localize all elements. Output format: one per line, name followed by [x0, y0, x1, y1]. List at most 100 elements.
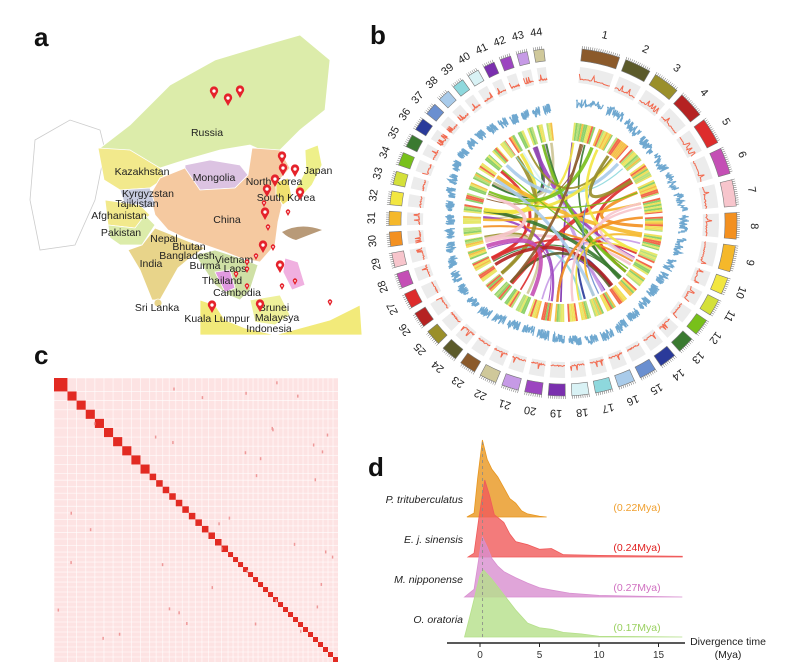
heatmap-cell [475, 260, 492, 272]
heatmap-cell [611, 286, 625, 303]
ridge-series-0: P. trituberculatus (0.22Mya) [386, 439, 661, 518]
map-pin-body [209, 86, 219, 99]
heatmap-cell [526, 128, 535, 146]
heatmap-cell [600, 132, 611, 150]
heatmap-cell [589, 299, 597, 317]
chromosome-block [283, 607, 289, 613]
heatmap-cell [485, 156, 501, 170]
country-philippines [282, 257, 306, 291]
axis-tick [502, 55, 505, 59]
gc-content-line [646, 283, 660, 297]
chromosome-band [710, 273, 729, 295]
axis-tick [451, 357, 455, 360]
map-pin-body [255, 299, 265, 312]
map-label-bhutan: Bhutan [172, 241, 205, 253]
heatmap-cell [466, 192, 485, 200]
gc-content-line [509, 113, 520, 126]
gene-density-line [508, 82, 521, 89]
axis-tick [524, 391, 526, 395]
chromosome-label: 34 [377, 145, 393, 161]
chromosome-block [76, 400, 86, 410]
gc-content-line [445, 200, 455, 212]
chromosome-block [188, 512, 196, 520]
interaction-dot [211, 586, 214, 590]
heatmap-cell [629, 163, 646, 176]
map-pin-icon [270, 244, 276, 251]
interaction-dot [272, 428, 274, 432]
chromosome-block [293, 617, 299, 623]
axis-tick [515, 51, 518, 55]
heatmap-cell [558, 303, 561, 322]
axis-tick [714, 307, 718, 310]
axis-tick [667, 360, 671, 364]
axis-tick [519, 50, 522, 54]
heatmap-cell [510, 291, 522, 309]
axis-tick [462, 364, 465, 368]
chromosome-block [122, 446, 132, 456]
map-pin-icon [275, 260, 285, 273]
heatmap-cell [627, 271, 644, 284]
synteny-link [487, 192, 638, 209]
moth-illustration [282, 226, 322, 240]
axis-tick [697, 109, 700, 112]
gc-content-line [445, 186, 457, 199]
heatmap-cell [466, 194, 485, 202]
axis-tick [391, 179, 395, 181]
heatmap-cell [479, 267, 496, 279]
chromosome-label: 15 [648, 380, 665, 396]
heatmap-cell [473, 175, 491, 186]
axis-tick [436, 343, 439, 346]
chromosome-28: 28 [376, 246, 488, 294]
gc-content-line [673, 192, 689, 212]
heatmap-cell [643, 201, 662, 207]
axis-tick [397, 157, 401, 160]
heatmap-cell [546, 123, 551, 142]
map-pin-icon [277, 151, 287, 164]
chromosome-band [570, 381, 590, 397]
gene-density-line [659, 318, 670, 330]
heatmap-cell [469, 183, 488, 193]
axis-tick [500, 56, 503, 60]
map-pin-icon [295, 187, 305, 200]
chromosome-30: 30 [366, 226, 482, 248]
density-track-bg [578, 66, 614, 90]
map-markers [207, 85, 333, 313]
axis-tick [391, 177, 395, 179]
heatmap-cell [603, 292, 615, 309]
map-pin-icon [270, 174, 280, 187]
axis-tick [667, 80, 670, 84]
map-pin-icon [223, 93, 233, 106]
ridge-series-3: O. oratoria (0.17Mya) [413, 569, 683, 638]
axis-tick [609, 389, 612, 393]
axis-tick [399, 287, 403, 290]
heatmap-cell [467, 246, 486, 255]
heatmap-cell [602, 134, 613, 151]
chromosome-band [398, 152, 415, 170]
chromosome-band [391, 250, 407, 268]
chromosome-39: 39 [439, 61, 516, 159]
heatmap-cell [504, 288, 516, 304]
axis-tick [517, 50, 520, 54]
interaction-dot [70, 561, 72, 565]
density-track-bg [508, 353, 528, 373]
chromosome-block [54, 378, 68, 392]
heatmap-cell [588, 126, 596, 145]
axis-tick [653, 370, 656, 374]
axis-tick [482, 377, 485, 381]
chromosome-24: 24 [429, 281, 513, 375]
heatmap-cell [609, 139, 622, 156]
gene-density-line [436, 133, 449, 146]
synteny-link [491, 244, 538, 291]
axis-tick [530, 393, 532, 397]
map-pin-icon [265, 224, 271, 231]
heatmap-cell [511, 135, 523, 152]
heatmap-cell [628, 269, 645, 282]
chromosome-7: 7 [642, 178, 758, 215]
axis-tick [484, 63, 486, 67]
axis-tick [708, 124, 712, 127]
axis-tick [715, 137, 719, 140]
axis-tick [415, 124, 419, 127]
heatmap-cell [463, 216, 482, 219]
chromosome-27: 27 [385, 255, 492, 317]
density-track-bg [464, 94, 483, 114]
